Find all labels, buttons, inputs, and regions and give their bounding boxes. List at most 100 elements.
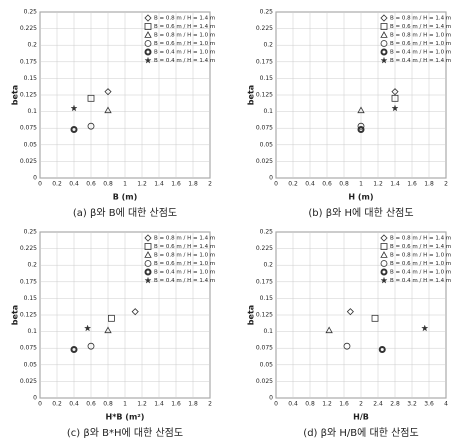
legend-label: B = 0.8 m / H = 1.4 m [390,236,451,242]
legend-label: B = 0.6 m / H = 1.0 m [154,41,215,47]
y-tick-label: 0.15 [260,75,274,82]
y-axis-label: beta [11,85,20,105]
marker-square [371,314,379,322]
legend-label: B = 0.4 m / H = 1.0 m [390,270,451,276]
legend-marker [144,48,152,56]
x-tick-label: 2 [359,401,363,408]
x-tick-label: 1.2 [322,401,332,408]
x-tick-label: 0 [274,181,278,188]
legend-marker [144,260,152,267]
y-tick-label: 0.075 [20,125,37,132]
caption: (b) β와 H에 대한 산점도 [308,207,413,219]
marker-circle [87,342,95,350]
x-tick-label: 0 [274,401,278,408]
y-tick-label: 0.125 [256,92,273,99]
legend-label: B = 0.6 m / H = 1.0 m [390,41,451,47]
x-tick-label: 1.8 [424,181,434,188]
legend-label: B = 0.6 m / H = 1.4 m [154,24,215,30]
legend-label: B = 0.6 m / H = 1.0 m [390,261,451,267]
y-axis-label: beta [11,305,20,325]
x-tick-label: 0.4 [305,181,315,188]
x-tick-label: 1.6 [407,181,417,188]
legend-marker [380,56,388,64]
x-axis-label: B (m) [113,193,138,202]
caption: (c) β와 B*H에 대한 산점도 [67,427,183,439]
legend-marker [144,276,152,284]
x-tick-label: 3.2 [407,401,417,408]
y-tick-label: 0.2 [27,262,37,269]
legend-label: B = 0.8 m / H = 1.0 m [390,253,451,259]
legend-label: B = 0.4 m / H = 1.0 m [154,270,215,276]
y-tick-label: 0.15 [24,295,38,302]
legend-marker [144,234,152,242]
chart: 0 0.025 0.05 0.075 0.1 0.125 0.15 0.175 0.2 0.225… [11,9,216,220]
legend-marker [144,243,152,250]
x-tick-label: 2 [444,181,448,188]
y-tick-label: 0.2 [263,42,273,49]
marker-square [108,314,115,322]
y-tick-label: 0.025 [20,378,37,385]
marker-star [70,104,78,112]
x-tick-label: 1.8 [188,401,198,408]
y-tick-label: 0.25 [24,9,38,16]
legend-marker [380,48,388,56]
marker-circle [87,122,95,130]
x-tick-label: 1.2 [373,181,383,188]
y-tick-label: 0.05 [24,141,38,148]
chart: 0 0.025 0.05 0.075 0.1 0.125 0.15 0.175 0.2 0.225… [11,229,216,440]
x-tick-label: 1.2 [137,181,147,188]
x-tick-label: 1 [123,181,127,188]
legend-label: B = 0.8 m / H = 1.4 m [154,16,215,22]
y-tick-label: 0.1 [27,328,37,335]
x-tick-label: 1 [359,181,363,188]
x-tick-label: 0.2 [52,401,62,408]
x-tick-label: 0.8 [305,401,315,408]
x-tick-label: 1.6 [171,401,181,408]
marker-triangle [325,326,333,334]
y-tick-label: 0.175 [20,278,37,285]
y-tick-label: 0.125 [20,312,37,319]
y-tick-label: 0.15 [24,75,38,82]
legend-marker [380,243,388,250]
chart: 0 0.025 0.05 0.075 0.1 0.125 0.15 0.175 0.2 0.225… [247,9,452,220]
y-tick-label: 0 [269,175,273,182]
marker-circle [357,122,365,130]
marker-bold-circle [378,346,386,354]
marker-star [421,324,429,332]
x-tick-label: 0.6 [322,181,332,188]
y-tick-label: 0.125 [256,312,273,319]
legend-label: B = 0.4 m / H = 1.4 m [154,278,215,284]
legend-label: B = 0.8 m / H = 1.4 m [390,16,451,22]
y-tick-label: 0.05 [260,141,274,148]
y-tick-label: 0.075 [20,345,37,352]
x-tick-label: 0.4 [288,401,298,408]
legend-label: B = 0.6 m / H = 1.4 m [390,244,451,250]
marker-bold-circle [70,346,78,354]
y-tick-label: 0.05 [24,361,38,368]
x-tick-label: 0.4 [69,401,79,408]
legend-marker [144,251,152,258]
x-tick-label: 1.4 [154,401,164,408]
y-tick-label: 0.2 [263,262,273,269]
x-tick-label: 2.8 [390,401,400,408]
legend-marker [380,276,388,284]
caption: (a) β와 B에 대한 산점도 [73,207,177,219]
x-tick-label: 0.8 [103,401,113,408]
marker-square [391,94,399,102]
y-tick-label: 0.25 [260,9,274,16]
x-tick-label: 2 [208,401,212,408]
y-tick-label: 0.1 [27,108,37,115]
x-axis-label: H*B (m²) [106,413,145,422]
legend-marker [144,40,152,47]
legend-marker [144,31,152,38]
legend-marker [380,251,388,258]
legend-marker [380,268,388,276]
legend-marker [380,234,388,242]
y-tick-label: 0.25 [24,229,38,236]
caption: (d) β와 H/B에 대한 산점도 [303,427,418,439]
x-tick-label: 0.8 [103,181,113,188]
y-tick-label: 0.175 [256,278,273,285]
y-tick-label: 0.025 [256,378,273,385]
marker-diamond [391,88,399,96]
